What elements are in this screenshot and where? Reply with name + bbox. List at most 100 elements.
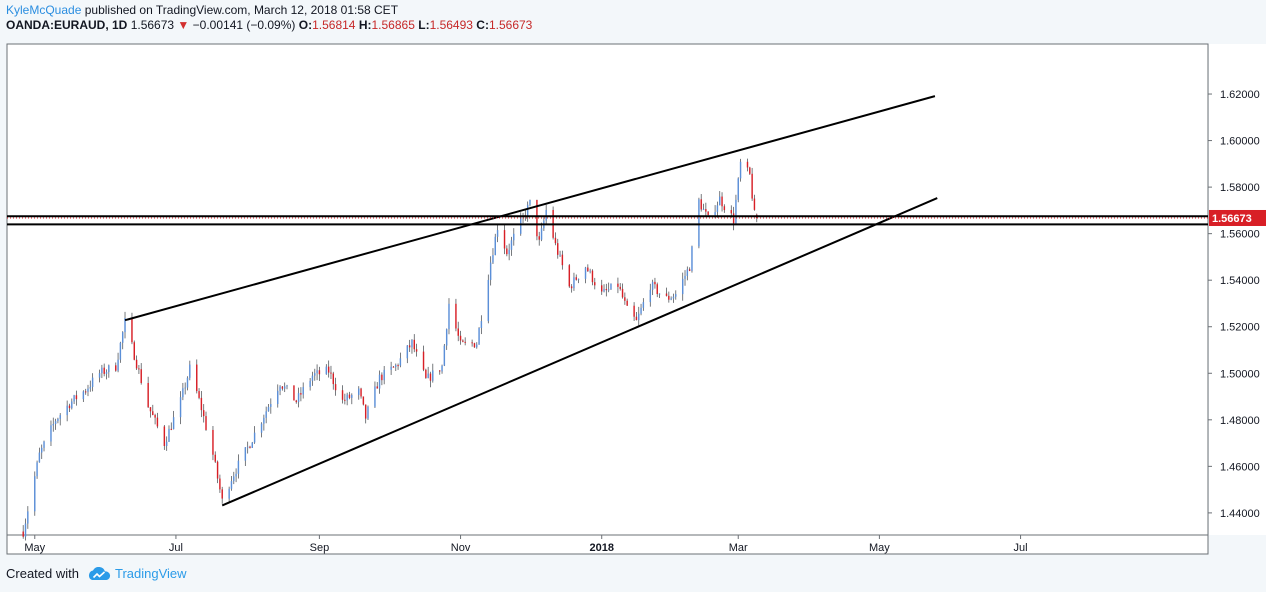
chart-header: KyleMcQuade published on TradingView.com… — [6, 3, 1256, 33]
candle-body — [221, 489, 223, 499]
candle-body — [654, 281, 656, 285]
candle-body — [34, 476, 36, 512]
close-label: C: — [476, 18, 489, 32]
y-tick-label: 1.58000 — [1220, 182, 1260, 194]
candle-body — [422, 351, 425, 370]
candle-body — [103, 367, 105, 374]
candle-body — [432, 370, 434, 381]
y-tick-label: 1.48000 — [1220, 415, 1260, 427]
candle-body — [638, 313, 640, 321]
candle-body — [200, 397, 203, 411]
candle-body — [749, 167, 751, 174]
candle-body — [735, 199, 737, 224]
candle-body — [607, 289, 610, 291]
candle-body — [75, 395, 78, 400]
candle-body — [397, 365, 399, 367]
y-tick-label: 1.60000 — [1220, 136, 1260, 148]
close-value: 1.56673 — [488, 18, 533, 32]
candle-body — [348, 394, 351, 398]
candle-body — [496, 230, 499, 237]
candle-body — [186, 377, 189, 388]
candle-body — [314, 373, 316, 376]
candle-body — [617, 283, 619, 287]
candle-body — [138, 368, 140, 370]
candle-body — [506, 248, 508, 255]
candle-body — [487, 279, 490, 322]
candle-body — [179, 397, 182, 418]
candle-body — [367, 406, 369, 419]
candle-body — [189, 364, 191, 378]
down-triangle-icon: ▼ — [177, 18, 190, 32]
candle-body — [633, 305, 635, 317]
candle-body — [457, 328, 459, 336]
candle-body — [478, 327, 480, 345]
candle-body — [87, 388, 89, 392]
candle-body — [27, 511, 29, 524]
candle-body — [108, 365, 110, 373]
candle-body — [691, 246, 693, 271]
candle-body — [489, 262, 492, 280]
candle-body — [332, 373, 335, 385]
candle-body — [587, 267, 589, 272]
candle-body — [246, 446, 249, 448]
tradingview-brand[interactable]: TradingView — [114, 566, 187, 581]
candle-body — [341, 390, 344, 400]
candle-body — [84, 391, 87, 393]
price-axis[interactable] — [1209, 44, 1266, 535]
candle-body — [219, 478, 221, 490]
candle-body — [277, 390, 279, 405]
candle-body — [71, 401, 73, 409]
candle-body — [415, 349, 418, 352]
candle-body — [737, 178, 739, 200]
candle-body — [156, 417, 159, 427]
candle-body — [327, 366, 330, 373]
x-tick-label: Nov — [451, 542, 471, 554]
candle-body — [230, 481, 233, 489]
candle-body — [344, 399, 346, 401]
candle-body — [91, 377, 94, 387]
candle-body — [140, 369, 142, 383]
candle-body — [540, 228, 543, 240]
candle-body — [196, 364, 198, 392]
candle-body — [115, 365, 117, 371]
candle-body — [253, 432, 256, 443]
candle-body — [635, 316, 638, 321]
candle-body — [119, 342, 122, 360]
candle-body — [429, 373, 432, 381]
candle-body — [54, 421, 57, 424]
candle-body — [133, 342, 135, 360]
candle-body — [38, 452, 41, 463]
author-link[interactable]: KyleMcQuade — [6, 3, 82, 17]
candle-body — [459, 335, 462, 341]
candle-body — [24, 523, 27, 537]
time-axis[interactable] — [6, 534, 1209, 555]
candle-body — [154, 415, 156, 418]
candle-body — [381, 374, 383, 381]
candle-body — [536, 199, 538, 237]
candle-body — [577, 278, 580, 280]
candle-body — [235, 473, 237, 477]
candle-body — [202, 410, 205, 417]
candle-body — [362, 396, 365, 405]
candle-body — [293, 385, 295, 401]
symbol-label: OANDA:EURAUD, 1D — [6, 18, 128, 32]
candle-body — [561, 254, 564, 266]
candle-body — [591, 270, 594, 283]
plot-area[interactable] — [6, 43, 1209, 536]
candle-body — [265, 411, 267, 418]
candle-body — [714, 211, 716, 215]
candle-body — [554, 237, 557, 244]
candle-body — [309, 380, 311, 388]
candle-body — [124, 318, 126, 333]
candle-body — [43, 441, 45, 448]
candle-body — [672, 296, 675, 299]
candle-body — [441, 365, 443, 372]
candle-body — [716, 205, 719, 212]
candle-body — [439, 370, 441, 372]
candle-body — [700, 199, 702, 210]
candle-body — [621, 288, 624, 298]
candle-body — [464, 341, 466, 343]
candle-body — [503, 230, 506, 249]
candle-body — [214, 454, 216, 462]
